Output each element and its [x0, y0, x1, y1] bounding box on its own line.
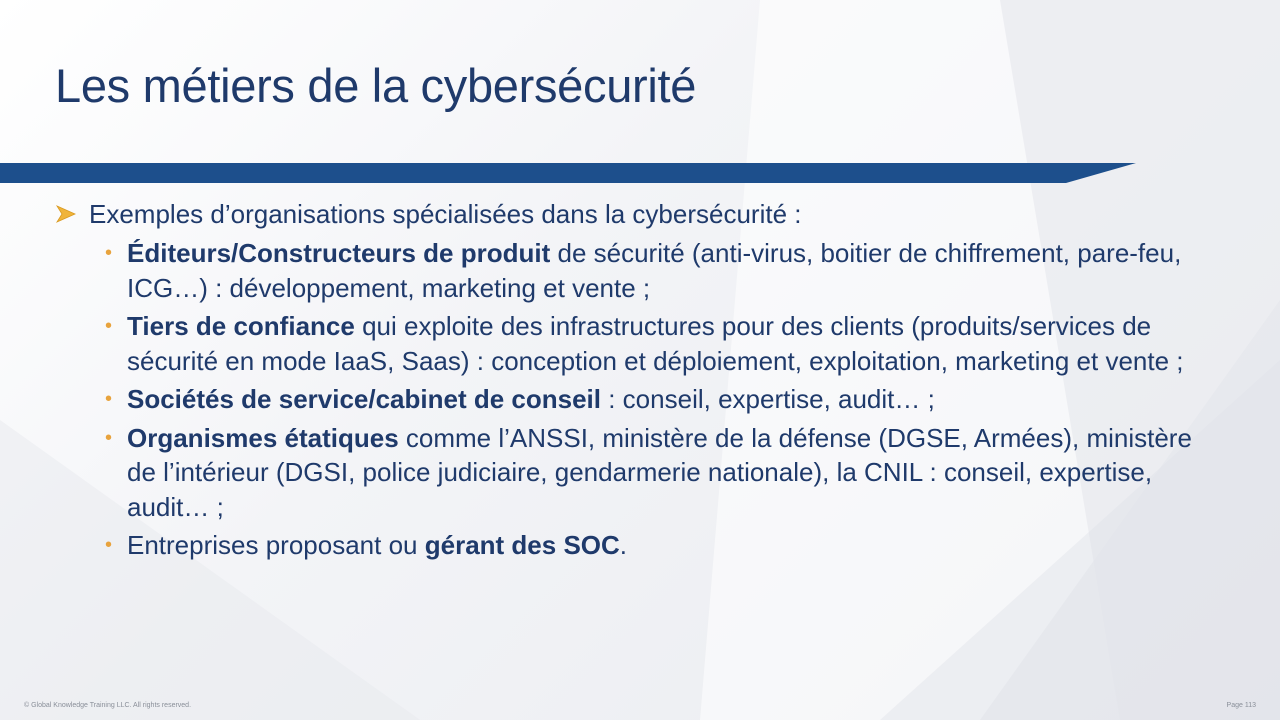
list-item-bold: gérant des SOC — [424, 530, 620, 560]
list-item: • Tiers de confiance qui exploite des in… — [105, 309, 1195, 378]
list-item-text: qui exploite des infrastructures pour de… — [127, 311, 1184, 376]
list-item: • Entreprises proposant ou gérant des SO… — [105, 528, 1195, 563]
bullet-dot-icon: • — [105, 534, 113, 556]
list-item-bold: Sociétés de service/cabinet de conseil — [127, 384, 602, 414]
list-item-text: Entreprises proposant ou — [127, 530, 425, 560]
list-item-tail: . — [619, 530, 628, 560]
list-item: • Sociétés de service/cabinet de conseil… — [105, 382, 1195, 417]
list-item-bold: Éditeurs/Constructeurs de produit — [127, 238, 551, 268]
bullet-dot-icon: • — [105, 426, 113, 449]
slide-content: Exemples d’organisations spécialisées da… — [55, 196, 1195, 563]
footer-copyright: © Global Knowledge Training LLC. All rig… — [24, 702, 192, 709]
list-item-text: : conseil, expertise, audit… ; — [601, 384, 935, 414]
bullet-dot-icon: • — [105, 315, 113, 337]
footer-page-number: Page 113 — [1226, 702, 1256, 709]
title-divider-bar — [0, 163, 1136, 183]
bullet-dot-icon: • — [105, 388, 113, 410]
arrow-bullet-icon — [55, 196, 79, 232]
list-item-bold: Tiers de confiance — [127, 311, 355, 341]
list-item-text: comme l’ANSSI, ministère de la défense (… — [127, 422, 1192, 522]
list-item-bold: Organismes étatiques — [127, 422, 399, 453]
list-item: • Éditeurs/Constructeurs de produit de s… — [105, 236, 1195, 305]
list-item: • Organismes étatiques comme l’ANSSI, mi… — [105, 421, 1195, 525]
organisation-list: • Éditeurs/Constructeurs de produit de s… — [55, 236, 1195, 563]
bullet-dot-icon: • — [105, 242, 113, 264]
intro-bullet: Exemples d’organisations spécialisées da… — [55, 196, 1195, 232]
intro-bullet-text: Exemples d’organisations spécialisées da… — [89, 199, 802, 229]
slide-title: Les métiers de la cybersécurité — [55, 59, 697, 112]
list-item-text: de sécurité (anti-virus, boitier de chif… — [127, 238, 1182, 303]
